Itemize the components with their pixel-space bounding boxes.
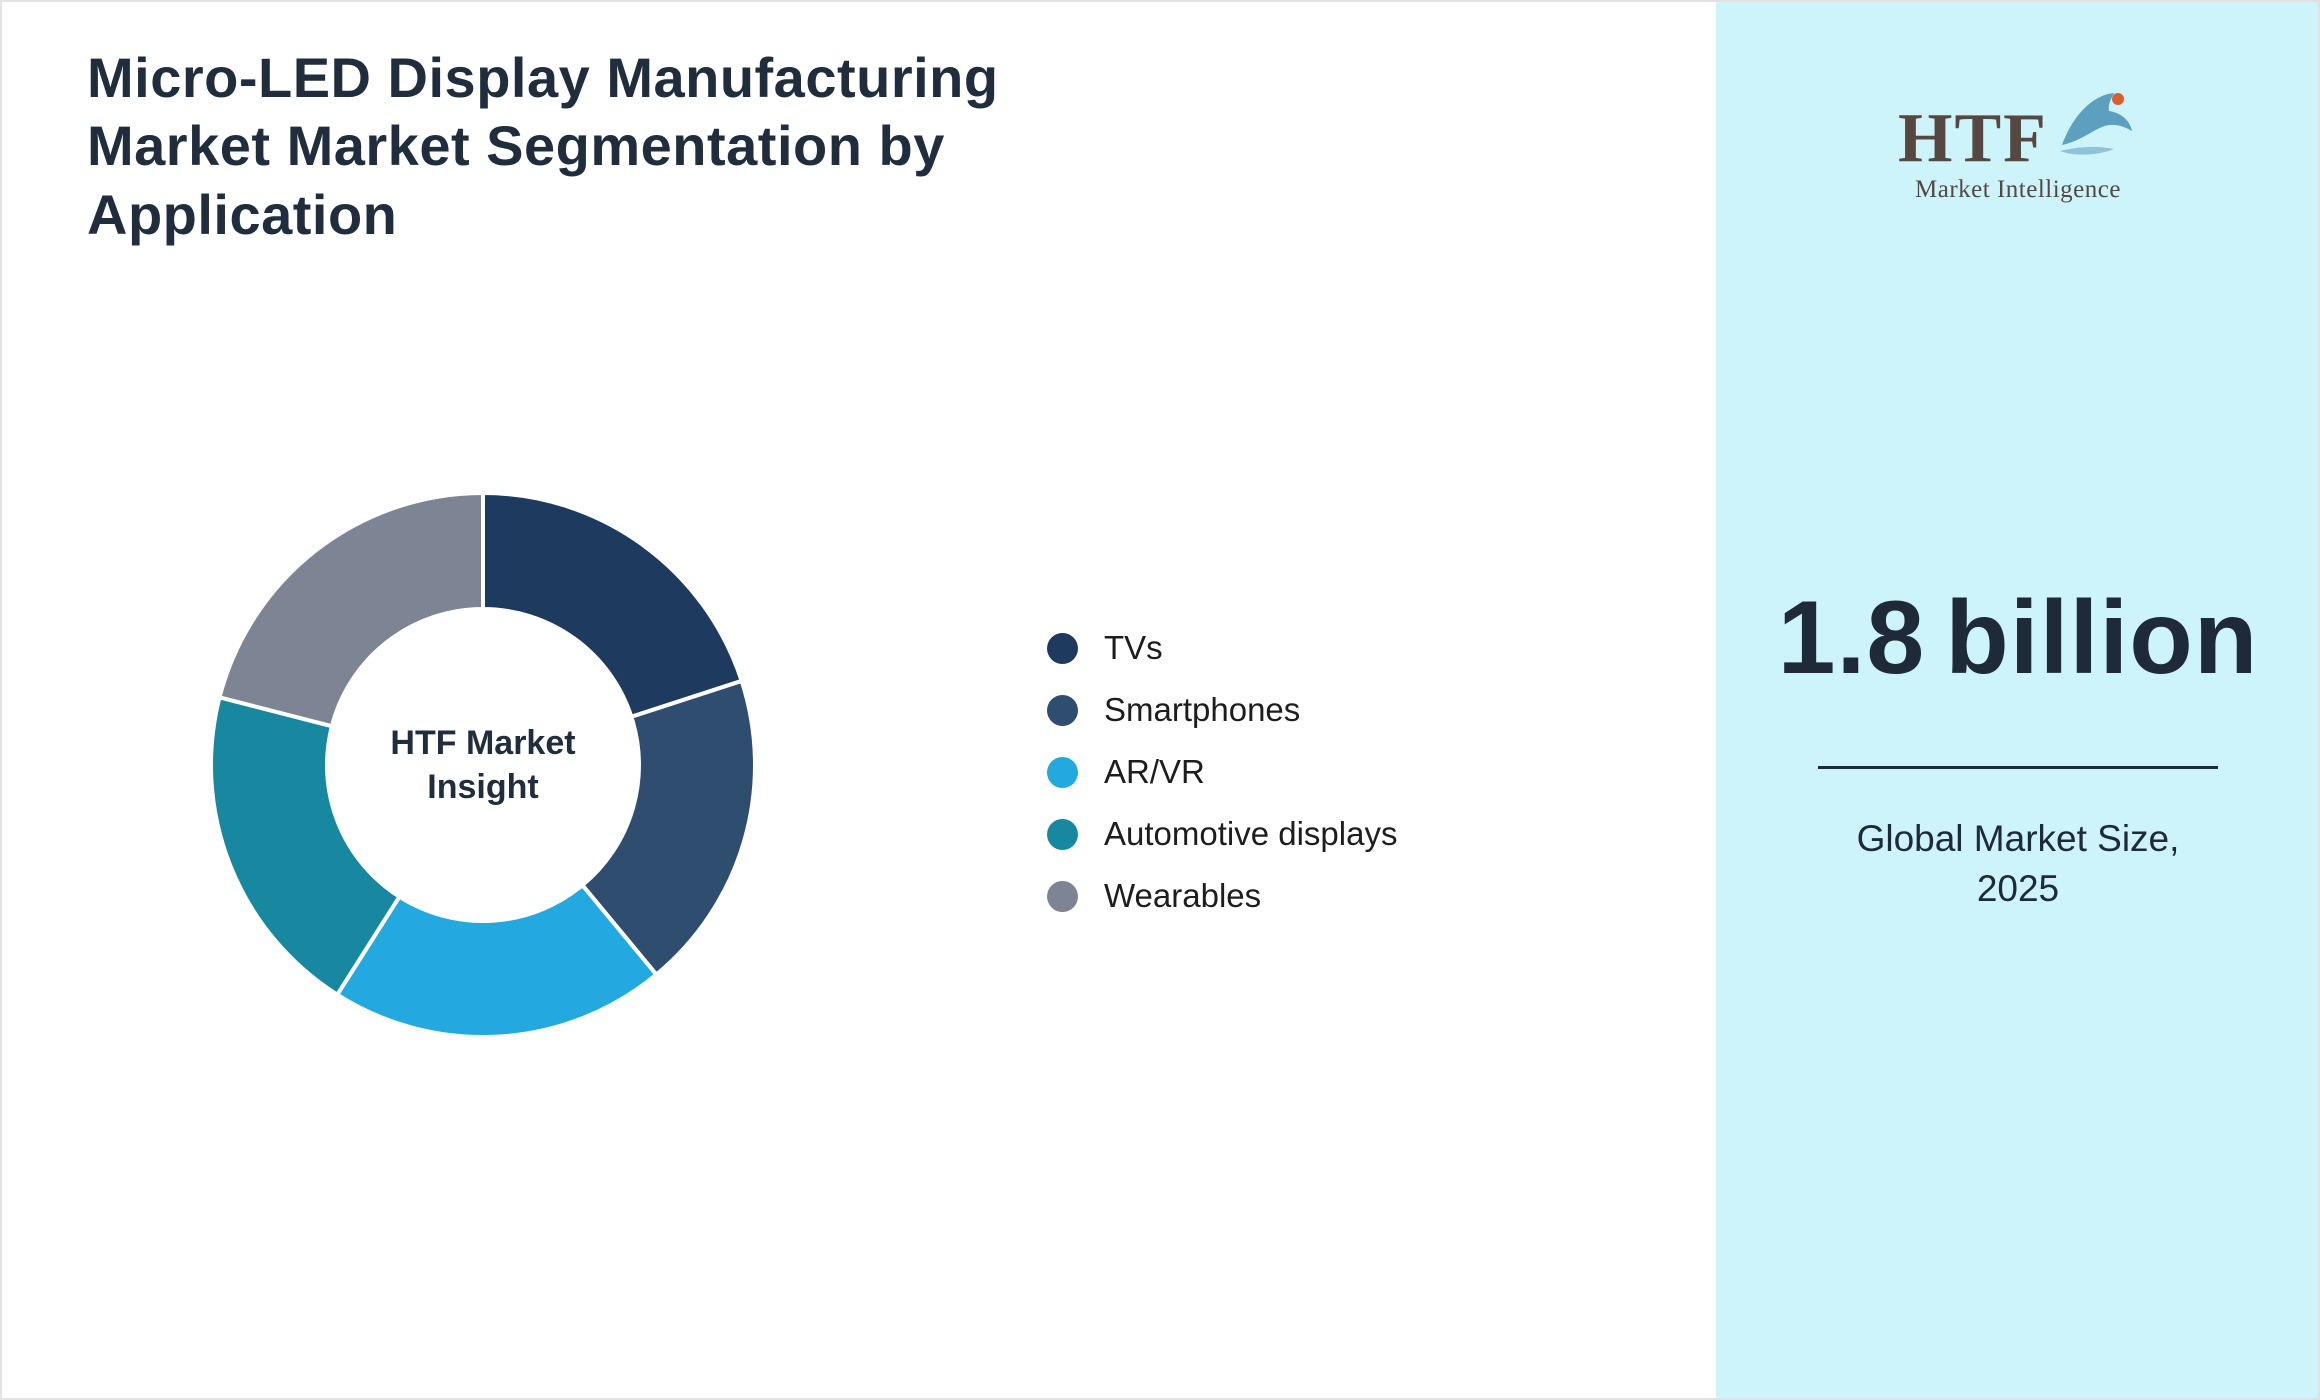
dolphin-logo-icon <box>2052 87 2138 166</box>
legend-label: Wearables <box>1104 877 1262 914</box>
donut-segment-smartphones <box>580 678 757 977</box>
brand-logo: HTF Market Intelligence <box>1898 87 2138 204</box>
legend-label: AR/VR <box>1104 753 1205 790</box>
legend-item-wearables: Wearables <box>1047 865 1397 927</box>
sidebar-panel: HTF Market Intelligence 1.8 billion Glob… <box>1716 2 2318 1398</box>
legend-label: Automotive displays <box>1104 815 1398 852</box>
legend-swatch <box>1047 818 1078 850</box>
donut-segment-ar-vr <box>335 883 659 1039</box>
brand-logo-text: HTF <box>1898 100 2048 177</box>
legend-item-smartphones: Smartphones <box>1047 679 1397 741</box>
market-size-caption-line2: 2025 <box>1976 867 2060 909</box>
donut-segment-automotive-displays <box>209 695 402 997</box>
market-size-caption: Global Market Size, 2025 <box>1857 814 2180 914</box>
chart-legend: TVs Smartphones AR/VR Automotive displays We… <box>1047 617 1397 927</box>
donut-segment-wearables <box>217 491 485 729</box>
brand-logo-tagline: Market Intelligence <box>1915 176 2121 203</box>
stat-divider <box>1818 766 2218 769</box>
legend-swatch <box>1047 756 1078 788</box>
page-title: Micro-LED Display Manufacturing Market M… <box>87 46 999 246</box>
donut-segment-tvs <box>481 491 744 719</box>
legend-item-ar-vr: AR/VR <box>1047 741 1397 803</box>
brand-logo-row: HTF <box>1898 87 2138 177</box>
donut-chart-svg <box>209 491 757 1039</box>
market-size-unit: billion <box>1945 580 2259 696</box>
donut-center-label: HTF Market Insight <box>390 723 576 806</box>
market-size-stat: 1.8 billion Global Market Size, 2025 <box>1716 579 2318 914</box>
donut-chart: HTF Market Insight <box>203 485 763 1045</box>
market-size-number: 1.8 <box>1777 580 1926 696</box>
legend-item-tvs: TVs <box>1047 617 1397 679</box>
market-size-value: 1.8 billion <box>1778 579 2259 698</box>
legend-label: TVs <box>1104 629 1163 666</box>
market-size-caption-line1: Global Market Size, <box>1856 818 2180 859</box>
legend-swatch <box>1047 880 1078 912</box>
legend-swatch <box>1047 694 1078 726</box>
legend-item-automotive-displays: Automotive displays <box>1047 803 1397 865</box>
legend-swatch <box>1047 632 1078 664</box>
legend-label: Smartphones <box>1104 691 1301 728</box>
